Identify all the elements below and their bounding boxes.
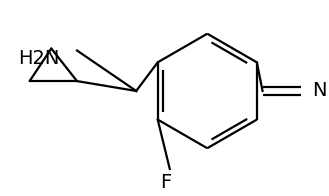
Text: F: F bbox=[160, 173, 171, 192]
Text: H2N: H2N bbox=[18, 49, 59, 68]
Text: N: N bbox=[312, 82, 326, 101]
